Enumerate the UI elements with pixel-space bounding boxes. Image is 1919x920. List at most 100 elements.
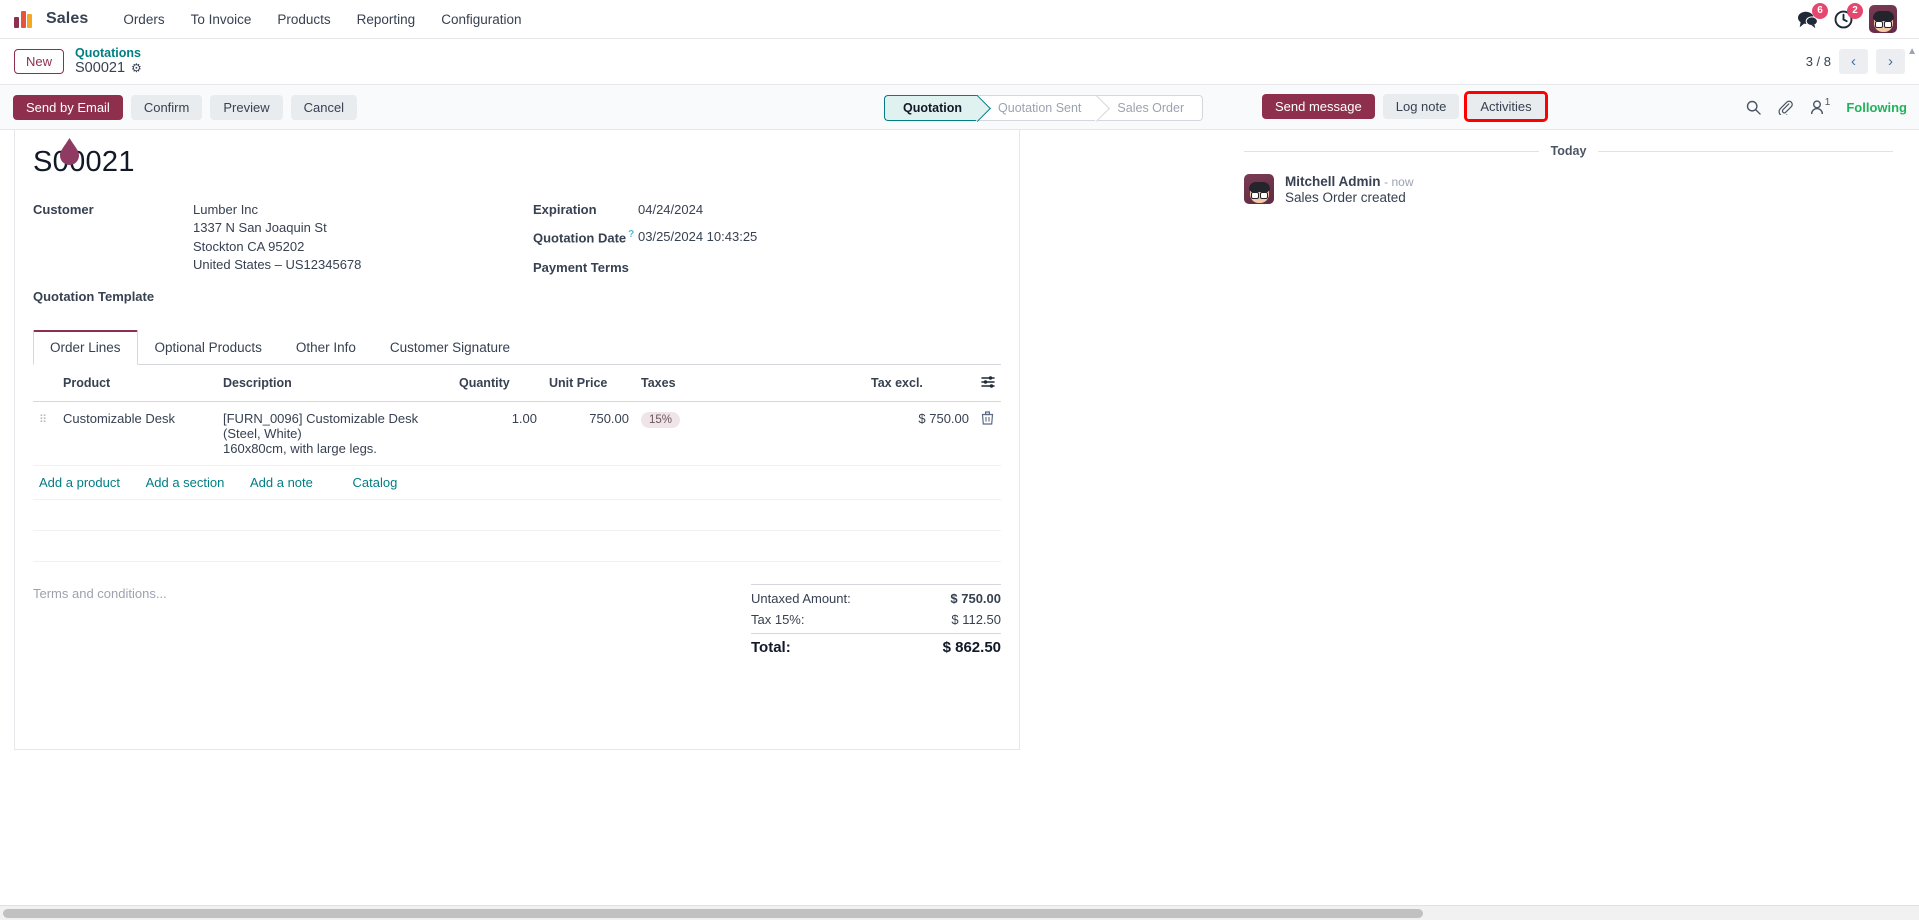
- nav-item-reporting[interactable]: Reporting: [356, 11, 416, 27]
- app-name[interactable]: Sales: [46, 10, 89, 27]
- expiration-label: Expiration: [533, 202, 597, 217]
- totals-block: Untaxed Amount: $ 750.00 Tax 15%: $ 112.…: [751, 583, 1001, 659]
- followers-count: 1: [1824, 97, 1831, 108]
- search-icon[interactable]: [1746, 100, 1761, 115]
- chatter-action-buttons: Send message Log note Activities: [1262, 91, 1548, 122]
- day-separator: Today: [1244, 144, 1894, 158]
- form-pane: S00021 Customer Lumber Inc 1337 N San Jo…: [0, 130, 1230, 905]
- total-value: $ 862.50: [942, 638, 1001, 656]
- avatar[interactable]: [1869, 5, 1897, 33]
- pager-count: 3 / 8: [1805, 54, 1831, 69]
- untaxed-amount-value: $ 750.00: [950, 590, 1001, 606]
- row-drag-cell[interactable]: ⠿: [33, 401, 57, 466]
- terms-and-conditions-input[interactable]: Terms and conditions...: [33, 585, 167, 601]
- activities-highlight-box: Activities: [1464, 91, 1548, 122]
- fields-column-left: Customer Lumber Inc 1337 N San Joaquin S…: [33, 201, 533, 304]
- untaxed-amount-label: Untaxed Amount:: [751, 590, 851, 606]
- horizontal-scrollbar[interactable]: [0, 905, 1919, 920]
- expiration-value[interactable]: 04/24/2024: [638, 202, 704, 217]
- nav-item-to-invoice[interactable]: To Invoice: [190, 11, 252, 27]
- notebook-tabs: Order Lines Optional Products Other Info…: [33, 329, 1001, 365]
- send-message-button[interactable]: Send message: [1262, 94, 1375, 119]
- row-unit-price[interactable]: 750.00: [543, 401, 635, 466]
- row-description-main: [FURN_0096] Customizable Desk (Steel, Wh…: [223, 410, 419, 441]
- trash-icon[interactable]: [981, 411, 994, 428]
- breadcrumb-current-label: S00021: [75, 60, 126, 77]
- status-step-quotation-sent[interactable]: Quotation Sent: [978, 95, 1098, 121]
- fields-column-right: Expiration 04/24/2024 Quotation Date? 03…: [533, 201, 993, 304]
- message-body: Sales Order created: [1285, 190, 1406, 205]
- day-line-left: [1244, 150, 1539, 152]
- scrollbar-thumb[interactable]: [3, 908, 1423, 918]
- message-avatar[interactable]: [1244, 174, 1274, 204]
- customer-name: Lumber Inc: [193, 202, 259, 217]
- message-header: Mitchell Admin - now: [1285, 174, 1413, 189]
- breadcrumb-parent-quotations[interactable]: Quotations: [75, 45, 141, 60]
- col-unit-price-header: Unit Price: [543, 364, 635, 402]
- tab-customer-signature[interactable]: Customer Signature: [389, 339, 510, 355]
- total-label: Total:: [751, 638, 791, 656]
- add-a-note-link[interactable]: Add a note: [249, 474, 313, 490]
- row-delete-cell[interactable]: [975, 401, 1001, 466]
- nav-item-orders[interactable]: Orders: [123, 11, 165, 27]
- total-tax: Tax 15%: $ 112.50: [751, 609, 1001, 630]
- row-product[interactable]: Customizable Desk: [57, 401, 217, 466]
- total-untaxed-amount: Untaxed Amount: $ 750.00: [751, 583, 1001, 609]
- tab-order-lines[interactable]: Order Lines: [33, 329, 138, 365]
- empty-row: [33, 499, 1001, 531]
- chatter-pane: Today Mitchell Admin - now Sales Order c…: [1230, 130, 1919, 905]
- send-by-email-button[interactable]: Send by Email: [13, 94, 123, 120]
- cancel-button[interactable]: Cancel: [290, 94, 358, 120]
- tab-optional-products[interactable]: Optional Products: [154, 339, 262, 355]
- row-taxes[interactable]: 15%: [635, 401, 865, 466]
- gear-icon[interactable]: ⚙: [131, 60, 142, 75]
- log-note-button[interactable]: Log note: [1382, 94, 1460, 119]
- row-quantity[interactable]: 1.00: [453, 401, 543, 466]
- nav-item-products[interactable]: Products: [277, 11, 331, 27]
- col-taxes-header: Taxes: [635, 364, 865, 402]
- fields-grid: Customer Lumber Inc 1337 N San Joaquin S…: [33, 201, 1001, 304]
- catalog-link[interactable]: Catalog: [352, 474, 398, 490]
- followers-icon[interactable]: 1: [1810, 97, 1831, 115]
- message-author[interactable]: Mitchell Admin: [1285, 174, 1381, 189]
- tab-other-info[interactable]: Other Info: [295, 339, 356, 355]
- drag-handle-icon[interactable]: ⠿: [39, 413, 47, 426]
- status-step-quotation[interactable]: Quotation: [884, 95, 979, 121]
- activities-clock-icon[interactable]: 2: [1834, 2, 1863, 29]
- footer-area: Terms and conditions... Untaxed Amount: …: [33, 583, 1001, 659]
- status-bar: Quotation Quotation Sent Sales Order: [884, 95, 1204, 121]
- nav-item-configuration[interactable]: Configuration: [441, 11, 522, 27]
- record-sheet: S00021 Customer Lumber Inc 1337 N San Jo…: [14, 130, 1020, 750]
- pager-previous-button[interactable]: ‹: [1839, 49, 1868, 74]
- quotation-date-help-icon[interactable]: ?: [628, 229, 635, 241]
- new-button[interactable]: New: [14, 49, 65, 74]
- scroll-up-arrow-icon[interactable]: ▲: [1907, 46, 1917, 57]
- messages-icon[interactable]: 6: [1797, 2, 1828, 29]
- navbar-right-group: 6 2: [1797, 2, 1905, 33]
- quotation-date-value[interactable]: 03/25/2024 10:43:25: [638, 229, 758, 245]
- following-status[interactable]: Following: [1846, 100, 1907, 115]
- add-a-section-link[interactable]: Add a section: [145, 474, 225, 490]
- table-row[interactable]: ⠿ Customizable Desk [FURN_0096] Customiz…: [33, 401, 1001, 466]
- row-description-sub: 160x80cm, with large legs.: [223, 440, 377, 456]
- main-content: S00021 Customer Lumber Inc 1337 N San Jo…: [0, 130, 1919, 905]
- status-step-sales-order[interactable]: Sales Order: [1097, 95, 1204, 121]
- add-a-product-link[interactable]: Add a product: [39, 474, 120, 490]
- odoo-logo-icon[interactable]: [14, 10, 36, 28]
- preview-button[interactable]: Preview: [210, 94, 283, 120]
- pager-next-button[interactable]: ›: [1876, 49, 1905, 74]
- top-navbar: Sales Orders To Invoice Products Reporti…: [0, 0, 1919, 39]
- col-quantity-header: Quantity: [453, 364, 543, 402]
- activities-button[interactable]: Activities: [1467, 94, 1545, 119]
- control-panel: New Quotations S00021 ⚙ 3 / 8 ‹ ›: [0, 39, 1919, 85]
- column-settings-icon[interactable]: [981, 376, 995, 391]
- record-title-text: S00021: [33, 146, 135, 178]
- col-options-header[interactable]: [975, 364, 1001, 402]
- col-product-header: Product: [57, 364, 217, 402]
- field-expiration: Expiration 04/24/2024: [533, 201, 993, 219]
- row-description[interactable]: [FURN_0096] Customizable Desk (Steel, Wh…: [217, 401, 453, 466]
- customer-value[interactable]: Lumber Inc 1337 N San Joaquin St Stockto…: [193, 201, 361, 275]
- confirm-button[interactable]: Confirm: [130, 94, 203, 120]
- message-time: - now: [1384, 175, 1414, 189]
- paperclip-icon[interactable]: [1778, 100, 1793, 115]
